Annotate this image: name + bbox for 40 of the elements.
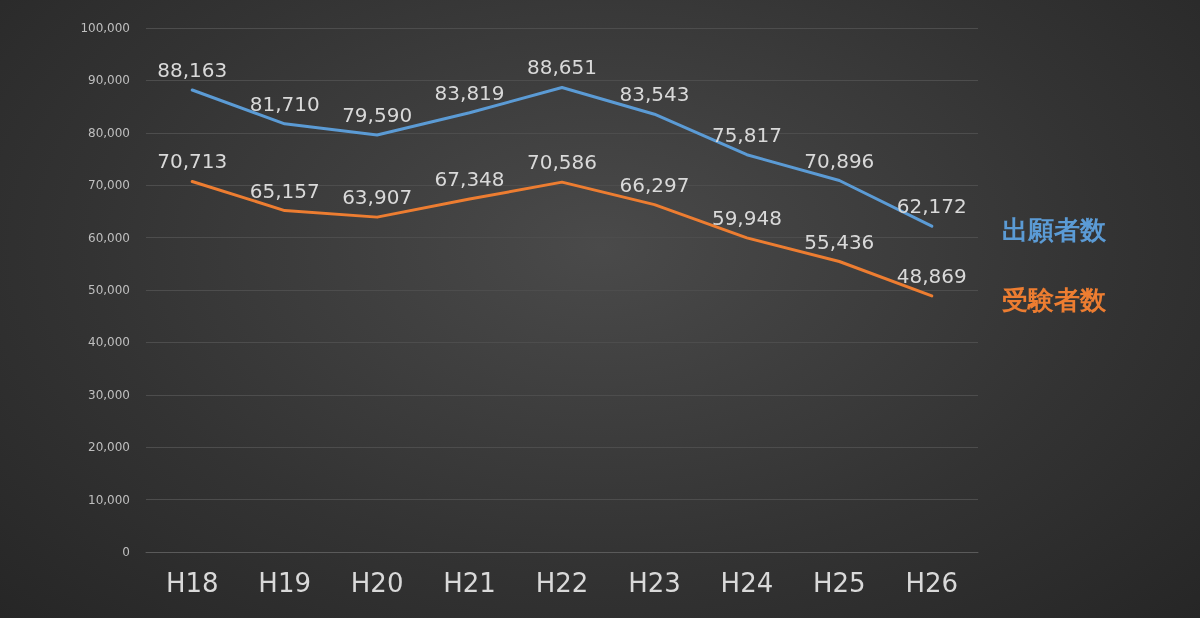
y-tick-label: 70,000 xyxy=(88,178,130,193)
text: 受験者数 xyxy=(1001,284,1107,315)
x-tick-label: H21 xyxy=(443,568,496,598)
x-tick-label: H24 xyxy=(720,568,774,598)
text: 出願者数 xyxy=(1001,215,1107,246)
x-tick-label: H18 xyxy=(165,568,219,598)
data-label: 67,348 xyxy=(434,167,505,192)
data-label: 70,713 xyxy=(157,149,228,174)
y-tick-label: 80,000 xyxy=(88,125,130,140)
data-label: 79,590 xyxy=(342,102,413,127)
data-label: 65,157 xyxy=(249,178,320,203)
data-label: 70,896 xyxy=(804,148,875,173)
data-label: 48,869 xyxy=(896,263,967,288)
x-tick-label: H25 xyxy=(813,568,866,598)
y-tick-label: 60,000 xyxy=(88,230,130,245)
x-tick-label: H19 xyxy=(258,568,311,598)
y-tick-label: 100,000 xyxy=(80,21,130,35)
x-tick-label: H26 xyxy=(905,568,959,598)
x-tick-label: H22 xyxy=(535,568,589,598)
y-tick-label: 50,000 xyxy=(88,283,130,297)
data-label: 75,817 xyxy=(711,122,782,147)
y-tick-label: 10,000 xyxy=(88,492,130,507)
data-label: 88,651 xyxy=(527,55,597,80)
x-tick-label: H20 xyxy=(350,568,404,598)
data-label: 62,172 xyxy=(896,194,967,219)
y-tick-label: 40,000 xyxy=(88,335,130,350)
x-tick-label: H23 xyxy=(628,568,681,598)
data-label: 63,907 xyxy=(342,185,413,210)
data-label: 70,586 xyxy=(527,150,597,175)
y-tick-label: 90,000 xyxy=(88,73,130,88)
data-label: 83,819 xyxy=(434,80,505,105)
data-label: 59,948 xyxy=(711,205,782,230)
data-label: 66,297 xyxy=(619,172,690,197)
data-label: 83,543 xyxy=(619,82,690,107)
data-label: 81,710 xyxy=(249,91,320,116)
data-label: 88,163 xyxy=(157,58,228,83)
data-label: 55,436 xyxy=(804,229,875,254)
y-tick-label: 0 xyxy=(122,545,130,559)
y-tick-label: 20,000 xyxy=(88,440,130,455)
y-tick-label: 30,000 xyxy=(88,387,130,402)
